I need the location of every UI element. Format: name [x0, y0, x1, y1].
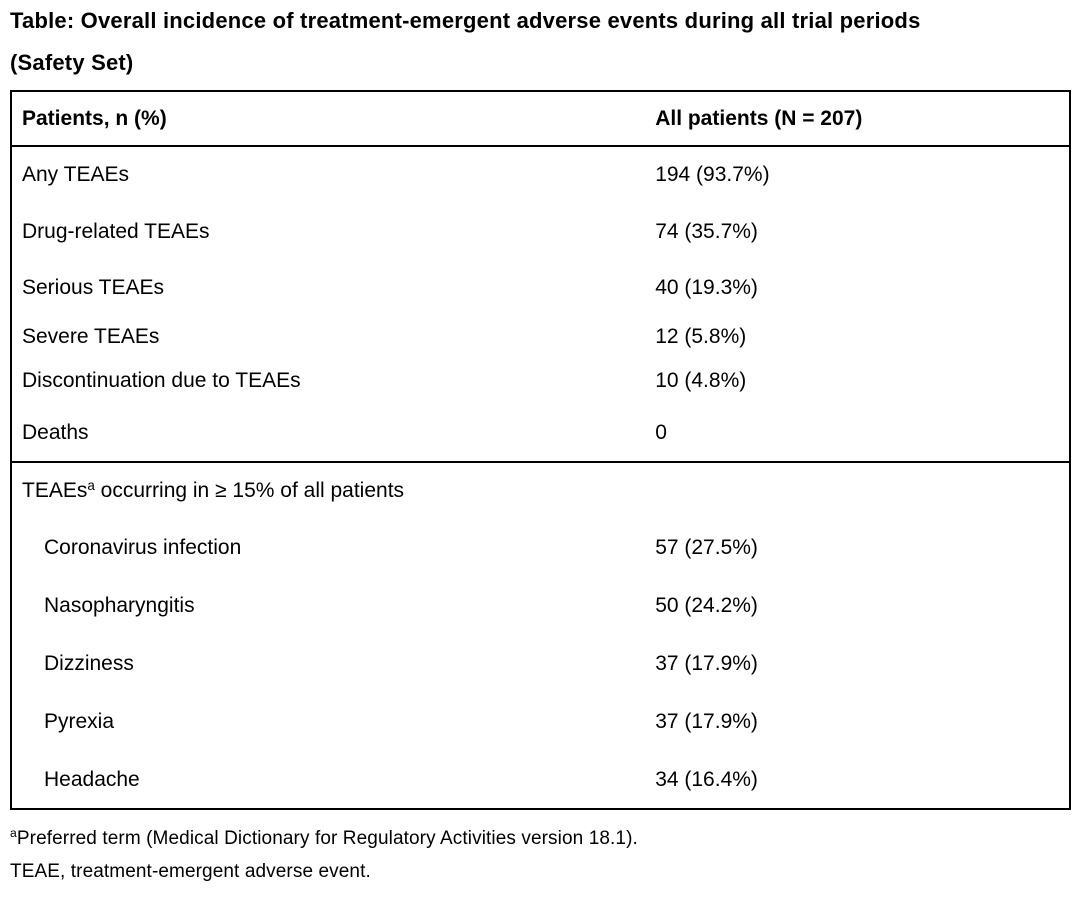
table-row-nasopharyngitis: Nasopharyngitis 50 (24.2%)	[11, 577, 1070, 635]
column-header-all-patients: All patients (N = 207)	[655, 106, 863, 130]
row-label: Headache	[44, 767, 140, 791]
row-label: Pyrexia	[44, 710, 115, 733]
table-row-serious-teaes: Serious TEAEs 40 (19.3%)	[11, 260, 1070, 315]
row-value: 37 (17.9%)	[655, 652, 758, 675]
footnote-preferred-term: aPreferred term (Medical Dictionary for …	[10, 822, 1071, 855]
table-row-coronavirus-infection: Coronavirus infection 57 (27.5%)	[11, 519, 1070, 577]
footnote-text: TEAE, treatment-emergent adverse event.	[10, 861, 371, 882]
table-row-discontinuation: Discontinuation due to TEAEs 10 (4.8%)	[11, 358, 1070, 404]
row-value: 0	[655, 420, 667, 444]
footnote-superscript: a	[10, 826, 17, 841]
row-label: Drug-related TEAEs	[22, 219, 210, 243]
footnote-teae-definition: TEAE, treatment-emergent adverse event.	[10, 855, 1071, 888]
row-value: 10 (4.8%)	[655, 369, 747, 392]
row-label: Discontinuation due to TEAEs	[22, 369, 301, 392]
table-row-dizziness: Dizziness 37 (17.9%)	[11, 635, 1070, 693]
row-value: 34 (16.4%)	[655, 767, 758, 791]
table-row-any-teaes: Any TEAEs 194 (93.7%)	[11, 146, 1070, 203]
row-value: 194 (93.7%)	[655, 163, 770, 186]
row-value: 40 (19.3%)	[655, 275, 758, 299]
table-header-row: Patients, n (%) All patients (N = 207)	[11, 91, 1070, 146]
row-value: 37 (17.9%)	[655, 710, 758, 733]
table-row-drug-related-teaes: Drug-related TEAEs 74 (35.7%)	[11, 203, 1070, 260]
row-label: Dizziness	[44, 652, 134, 675]
row-label: Serious TEAEs	[22, 275, 165, 299]
section-header-text-before: TEAEs	[22, 479, 88, 502]
table-row-pyrexia: Pyrexia 37 (17.9%)	[11, 693, 1070, 751]
column-header-patients: Patients, n (%)	[22, 106, 167, 130]
footnotes: aPreferred term (Medical Dictionary for …	[10, 822, 1071, 888]
row-label: Deaths	[22, 420, 89, 444]
footnote-text: Preferred term (Medical Dictionary for R…	[16, 828, 638, 849]
table-title-line2: (Safety Set)	[10, 50, 134, 75]
table-row-headache: Headache 34 (16.4%)	[11, 751, 1070, 809]
row-label: Any TEAEs	[22, 163, 129, 186]
table-title-line1: Table: Overall incidence of treatment-em…	[10, 8, 921, 33]
row-label: Severe TEAEs	[22, 324, 160, 348]
table-row-deaths: Deaths 0	[11, 404, 1070, 462]
row-label: Nasopharyngitis	[44, 594, 195, 617]
section-header-label: TEAEsa occurring in ≥ 15% of all patient…	[11, 462, 1070, 519]
row-value: 12 (5.8%)	[655, 324, 747, 348]
row-value: 57 (27.5%)	[655, 536, 758, 559]
row-value: 50 (24.2%)	[655, 594, 758, 617]
adverse-events-table: Patients, n (%) All patients (N = 207) A…	[10, 90, 1071, 810]
section-header-text-after: occurring in ≥ 15% of all patients	[94, 479, 405, 502]
row-label: Coronavirus infection	[44, 536, 242, 559]
row-value: 74 (35.7%)	[655, 219, 758, 243]
section-header-superscript: a	[87, 477, 95, 493]
section-header-row: TEAEsa occurring in ≥ 15% of all patient…	[11, 462, 1070, 519]
table-row-severe-teaes: Severe TEAEs 12 (5.8%)	[11, 315, 1070, 358]
table-title: Table: Overall incidence of treatment-em…	[10, 0, 1071, 84]
